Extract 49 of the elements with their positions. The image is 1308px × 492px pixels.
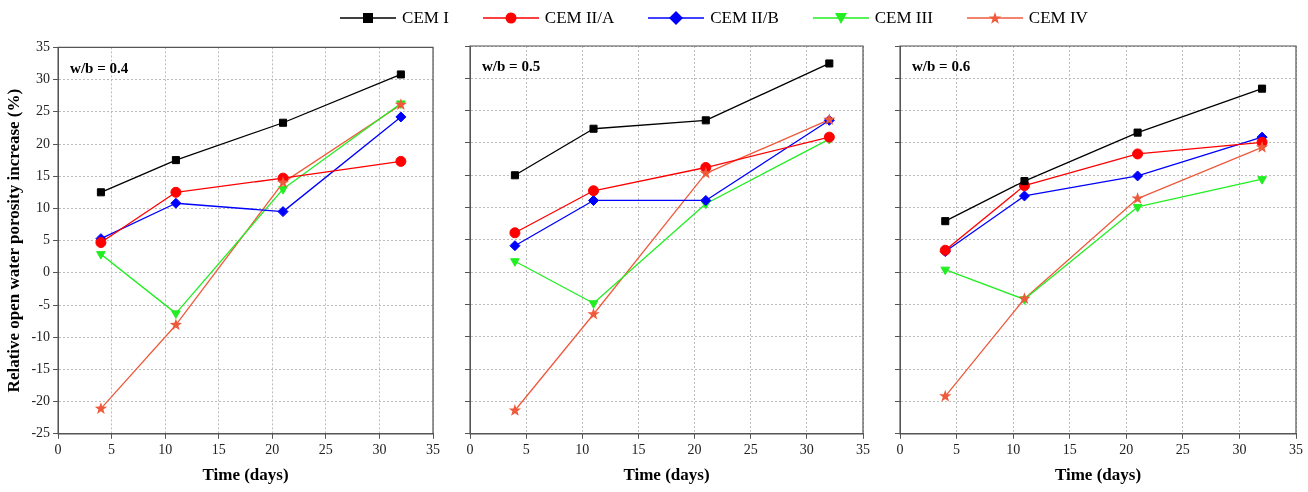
x-tick-label: 15 xyxy=(631,441,646,457)
y-tick-label: 20 xyxy=(36,135,51,151)
x-tick-label: 5 xyxy=(108,441,116,457)
x-tick-label: 35 xyxy=(856,441,870,457)
legend-label: CEM IV xyxy=(1028,8,1088,28)
y-tick-label: -20 xyxy=(31,393,51,409)
x-tick-label: 30 xyxy=(372,441,387,457)
x-tick-label: 35 xyxy=(1289,441,1303,457)
y-tick-label: 25 xyxy=(36,103,51,119)
annotation: w/b = 0.6 xyxy=(912,58,971,75)
x-tick-label: 0 xyxy=(54,441,62,457)
x-axis-title: Time (days) xyxy=(202,465,289,485)
x-tick-label: 5 xyxy=(522,441,530,457)
legend-label: CEM I xyxy=(402,8,449,28)
legend-label: CEM II/A xyxy=(544,8,615,28)
y-tick-label: 10 xyxy=(36,200,51,216)
x-tick-label: 35 xyxy=(426,441,440,457)
x-tick-label: 10 xyxy=(158,441,173,457)
y-tick-label: -15 xyxy=(31,361,51,377)
x-tick-label: 20 xyxy=(265,441,280,457)
x-tick-label: 25 xyxy=(318,441,333,457)
y-tick-label: 5 xyxy=(43,232,51,248)
x-tick-label: 20 xyxy=(1119,441,1134,457)
legend-label: CEM III xyxy=(874,8,933,28)
y-tick-label: 15 xyxy=(36,167,51,183)
legend-label: CEM II/B xyxy=(710,8,779,28)
annotation: w/b = 0.5 xyxy=(482,58,541,75)
annotation: w/b = 0.4 xyxy=(70,59,129,76)
x-axis-title: Time (days) xyxy=(623,465,710,485)
x-tick-label: 5 xyxy=(953,441,961,457)
x-tick-label: 25 xyxy=(1175,441,1190,457)
x-tick-label: 10 xyxy=(1006,441,1021,457)
y-tick-label: -10 xyxy=(31,328,51,344)
x-tick-label: 20 xyxy=(687,441,702,457)
x-tick-label: 25 xyxy=(743,441,758,457)
x-tick-label: 0 xyxy=(896,441,904,457)
y-tick-label: -5 xyxy=(38,296,51,312)
y-axis-title: Relative open water porosity increase (%) xyxy=(3,88,23,393)
y-tick-label: 0 xyxy=(43,264,51,280)
y-tick-label: 35 xyxy=(36,39,51,55)
x-tick-label: 10 xyxy=(575,441,590,457)
x-tick-label: 30 xyxy=(1232,441,1247,457)
x-tick-label: 30 xyxy=(799,441,814,457)
x-tick-label: 0 xyxy=(466,441,474,457)
y-tick-label: -25 xyxy=(31,425,51,441)
x-tick-label: 15 xyxy=(1062,441,1077,457)
x-axis-title: Time (days) xyxy=(1054,465,1142,485)
y-tick-label: 30 xyxy=(36,71,51,87)
x-tick-label: 15 xyxy=(211,441,226,457)
